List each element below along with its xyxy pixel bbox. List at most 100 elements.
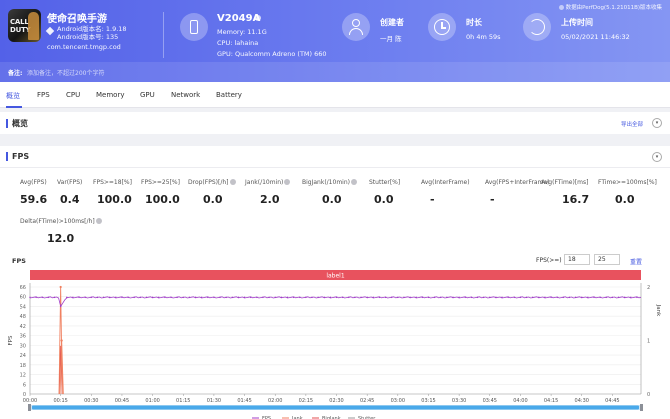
stat-value: 12.0 (47, 232, 75, 245)
reset-link[interactable]: 重置 (630, 259, 643, 266)
clock-icon (428, 13, 456, 41)
fps-point (348, 296, 350, 299)
fps-point (611, 296, 614, 299)
tab-overview[interactable]: 概览 (6, 92, 20, 100)
fps-point (286, 296, 289, 299)
fps-point (341, 296, 344, 299)
fps-point (151, 296, 154, 299)
y-tick-label: 66 (20, 285, 26, 291)
fps-point (84, 296, 86, 299)
fps-point (256, 296, 258, 299)
creator-label: 创建者 (380, 18, 404, 27)
fps-point (237, 296, 240, 299)
tab-fps[interactable]: FPS (37, 91, 50, 99)
help-icon[interactable] (350, 179, 357, 185)
fps-point (207, 296, 209, 299)
y-tick-label: 48 (20, 314, 26, 320)
report-header: CALL DUTY 使命召唤手游 Android版本名: 1.9.18 Andr… (0, 0, 670, 82)
fps-point (587, 296, 589, 299)
fps-point (90, 296, 93, 299)
fps-point (636, 296, 638, 299)
fps-point (525, 296, 528, 299)
help-icon[interactable] (284, 179, 291, 185)
y-tick-label: 42 (20, 324, 26, 330)
stat-value: 0.0 (322, 193, 342, 206)
section-accent (6, 119, 8, 128)
fps-point (170, 296, 172, 299)
fps-point (409, 296, 411, 299)
scroll-handle-right (640, 404, 643, 411)
x-tick-label: 02:45 (360, 398, 374, 404)
help-icon[interactable] (229, 179, 236, 185)
tab-battery[interactable]: Battery (216, 91, 242, 99)
stat-value: - (430, 193, 435, 206)
tab-cpu[interactable]: CPU (66, 91, 81, 99)
label-band (30, 270, 641, 280)
remark-input[interactable]: 添加备注，不超过200个字符 (27, 70, 105, 77)
fps-point (421, 296, 424, 299)
fps-point (513, 296, 516, 299)
fps-point (78, 296, 80, 299)
export-all-link[interactable]: 导出全部 (620, 122, 643, 128)
jank-point (59, 285, 62, 289)
stat-label: FPS>=25[%] (141, 179, 180, 186)
fps-point (384, 296, 387, 299)
fps-point (427, 296, 430, 299)
stat-label: FPS>=18[%] (93, 179, 132, 186)
fps-point (41, 296, 43, 299)
fps-point (158, 296, 160, 299)
active-tab-indicator (6, 106, 22, 108)
x-tick-label: 04:15 (544, 398, 558, 404)
creator-value: 一月 陈 (380, 35, 402, 43)
fps-point (476, 296, 479, 299)
fps-threshold-input-1[interactable] (564, 254, 590, 265)
fps-point (329, 296, 332, 299)
fps-chart[interactable]: label10612182430364248546066012FPSJank00… (0, 268, 670, 419)
fps-point (72, 296, 74, 299)
y-tick-label: 18 (20, 363, 26, 369)
stat-value: 0.4 (60, 193, 80, 206)
version-note-text: 数据由PerfDog(5.1.21011B)版本收集 (565, 5, 662, 11)
fps-point (335, 296, 338, 299)
fps-point (495, 296, 497, 299)
chevron-down-icon[interactable]: ▾ (652, 118, 662, 128)
x-tick-label: 02:15 (299, 398, 313, 404)
duration-label: 时长 (466, 18, 482, 27)
fps-point (415, 296, 417, 299)
fps-point (531, 296, 534, 299)
package-name: com.tencent.tmgp.cod (47, 43, 121, 51)
device-info-icon[interactable] (255, 15, 261, 21)
fps-point (489, 296, 491, 299)
android-version-code: Android版本号: 135 (57, 33, 119, 41)
fps-point (390, 296, 393, 299)
stat-label: Avg(FTime)[ms] (541, 179, 589, 186)
fps-point (262, 296, 264, 299)
x-tick-label: 01:00 (145, 398, 159, 404)
remark-bar[interactable]: 备注: 添加备注，不超过200个字符 (0, 62, 670, 82)
fps-threshold-input-2[interactable] (594, 254, 620, 265)
x-tick-label: 04:00 (513, 398, 527, 404)
x-tick-label: 01:45 (237, 398, 251, 404)
y2-axis-label: Jank (655, 304, 661, 317)
tab-gpu[interactable]: GPU (140, 91, 155, 99)
device-model: V2049A (217, 13, 261, 24)
overview-section: 概览 导出全部 ▾ (0, 112, 670, 134)
fps-section-title: FPS (12, 152, 30, 161)
help-icon[interactable] (95, 218, 102, 224)
fps-point (194, 296, 197, 299)
legend-item: Jank (291, 416, 303, 419)
y-tick-label: 6 (23, 382, 26, 388)
stat-value: 0.0 (203, 193, 223, 206)
android-version-name: Android版本名: 1.9.18 (57, 25, 127, 33)
upload-time-value: 05/02/2021 11:46:32 (561, 33, 630, 41)
tab-network[interactable]: Network (171, 91, 201, 99)
chevron-down-icon[interactable]: ▾ (652, 152, 662, 162)
tab-memory[interactable]: Memory (96, 91, 125, 99)
fps-point (200, 296, 203, 299)
fps-point (501, 296, 503, 299)
fps-point (452, 296, 454, 299)
fps-point (121, 296, 123, 299)
android-icon (45, 26, 55, 36)
stat-value: 16.7 (562, 193, 590, 206)
stat-label: Var(FPS) (57, 179, 83, 186)
